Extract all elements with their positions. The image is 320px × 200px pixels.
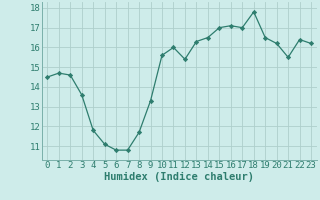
X-axis label: Humidex (Indice chaleur): Humidex (Indice chaleur) xyxy=(104,172,254,182)
